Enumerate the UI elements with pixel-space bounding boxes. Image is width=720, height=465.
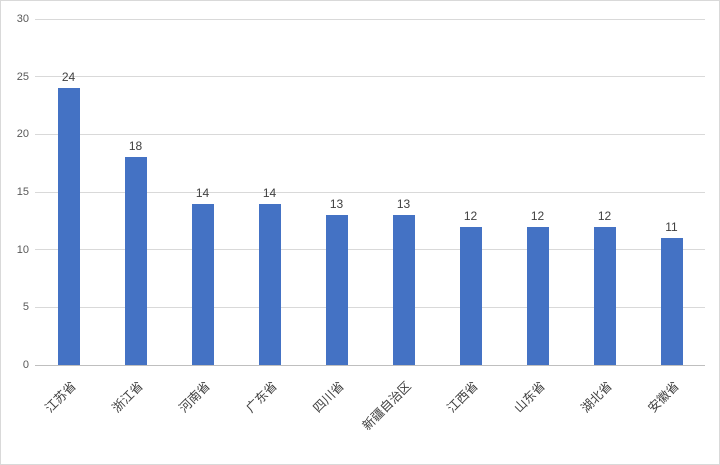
bar-series: 24 18 14 14 13 13 12 12 12 11	[35, 19, 705, 365]
bar-column: 11	[638, 19, 705, 365]
x-category-label: 河南省	[175, 379, 213, 416]
bar	[526, 226, 549, 365]
bar-column: 13	[303, 19, 370, 365]
bar	[392, 215, 415, 365]
gridline	[35, 307, 705, 308]
plot-area: 24 18 14 14 13 13 12 12 12 11	[35, 19, 705, 366]
y-tick-label: 10	[16, 243, 29, 256]
y-tick-label: 20	[16, 128, 29, 141]
bar	[124, 157, 147, 365]
bar-column: 12	[504, 19, 571, 365]
gridline	[35, 249, 705, 250]
bar	[57, 88, 80, 365]
bar-data-label: 12	[463, 208, 478, 223]
bar-column: 14	[169, 19, 236, 365]
bar-data-label: 12	[530, 208, 545, 223]
bar	[660, 238, 683, 365]
bar	[191, 203, 214, 365]
y-axis-tick-labels: 0 5 10 15 20 25 30	[1, 13, 29, 371]
bar	[325, 215, 348, 365]
bar-data-label: 18	[128, 139, 143, 154]
bar-column: 18	[102, 19, 169, 365]
gridline	[35, 134, 705, 135]
y-tick-label: 30	[16, 13, 29, 25]
gridline	[35, 76, 705, 77]
y-tick-label: 5	[22, 301, 29, 314]
x-category-label: 山东省	[510, 379, 548, 416]
bar-column: 12	[571, 19, 638, 365]
gridline	[35, 192, 705, 193]
x-category-label: 新疆自治区	[359, 379, 414, 434]
bar-column: 13	[370, 19, 437, 365]
bar-data-label: 12	[597, 208, 612, 223]
x-category-label: 浙江省	[108, 379, 146, 416]
bar	[593, 226, 616, 365]
x-category-label: 湖北省	[577, 379, 615, 416]
y-tick-label: 0	[22, 359, 29, 371]
bar-column: 12	[437, 19, 504, 365]
x-category-label: 安徽省	[644, 379, 682, 416]
x-axis-category-labels: 江苏省 浙江省 河南省 广东省 四川省 新疆自治区 江西省 山东省 湖北省 安徽省	[35, 371, 705, 463]
x-category-label: 广东省	[242, 379, 280, 416]
y-tick-label: 15	[16, 186, 29, 198]
bar	[258, 203, 281, 365]
gridline	[35, 19, 705, 20]
bar-data-label: 13	[329, 197, 344, 212]
x-category-label: 江西省	[443, 379, 481, 416]
x-category-label: 四川省	[309, 379, 347, 416]
bar-data-label: 24	[61, 70, 76, 85]
bar-data-label: 13	[396, 197, 411, 212]
bar	[459, 226, 482, 365]
x-category-label: 江苏省	[41, 379, 79, 416]
bar-data-label: 14	[195, 185, 210, 200]
y-tick-label: 25	[16, 70, 29, 83]
bar-column: 24	[35, 19, 102, 365]
bar-column: 14	[236, 19, 303, 365]
bar-data-label: 14	[262, 185, 277, 200]
bar-data-label: 11	[665, 220, 678, 235]
